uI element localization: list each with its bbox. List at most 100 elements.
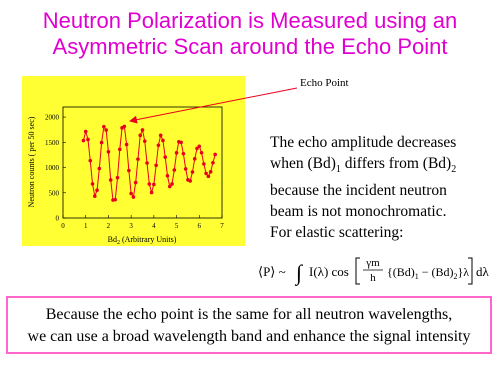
data-point	[174, 151, 179, 155]
data-point	[170, 182, 174, 186]
data-point	[199, 150, 204, 155]
data-point	[140, 128, 145, 132]
x-label-part: Bd	[108, 235, 117, 244]
subscript: 2	[451, 164, 457, 176]
data-point	[197, 144, 202, 149]
summary-line: we can use a broad wavelength band and e…	[27, 328, 471, 345]
data-point	[208, 170, 213, 174]
x-label-sub: 2	[117, 240, 120, 246]
data-point	[81, 138, 86, 143]
x-tick-label: 7	[220, 222, 224, 230]
data-point	[83, 129, 88, 134]
paragraph: The echo amplitude decreases when (Bd)1 …	[270, 132, 456, 243]
data-point	[115, 175, 120, 180]
text: differs from (Bd)	[340, 155, 452, 172]
text: when (Bd)	[270, 155, 336, 172]
formula-part: − (Bd)	[419, 265, 454, 279]
data-point	[145, 161, 149, 165]
y-axis-label: Neutron counts ( per 50 sec)	[27, 116, 36, 207]
data-point	[97, 166, 102, 171]
annotation: Echo Point	[300, 77, 349, 89]
data-point	[88, 158, 93, 163]
y-tick-label: 500	[49, 189, 60, 197]
y-tick-label: 2000	[45, 114, 60, 122]
y-tick-label: 0	[56, 215, 60, 223]
data-point	[124, 142, 129, 147]
formula-integrand: I(λ) cos	[309, 264, 349, 279]
data-point	[93, 194, 97, 198]
x-tick-label: 3	[129, 222, 133, 230]
x-tick-label: 4	[152, 222, 156, 230]
data-point	[206, 174, 211, 179]
data-point	[117, 147, 122, 152]
chart: Bd2 (Arbitrary Units) Neutron counts ( p…	[22, 76, 490, 286]
paragraph-line: The echo amplitude decreases	[270, 134, 457, 151]
data-point	[108, 178, 113, 182]
data-point	[95, 188, 99, 192]
formula-sub: 1	[415, 272, 419, 281]
data-point	[165, 173, 170, 178]
data-point	[188, 179, 192, 183]
data-point	[167, 184, 172, 189]
formula-sub: 2	[454, 272, 458, 281]
data-point	[211, 160, 215, 165]
data-point	[86, 137, 90, 142]
data-point	[179, 140, 183, 145]
data-point	[142, 139, 147, 143]
x-tick-label: 2	[107, 222, 111, 230]
data-point	[127, 168, 131, 173]
data-point	[131, 195, 136, 199]
x-label-part: (Arbitrary Units)	[120, 235, 177, 244]
data-point	[113, 197, 118, 202]
formula-integral: ∫	[294, 260, 304, 286]
data-point	[156, 143, 161, 148]
x-tick-label: 6	[198, 222, 202, 230]
x-tick-label: 5	[175, 222, 179, 230]
subscript: 1	[335, 164, 341, 176]
data-point	[163, 155, 168, 159]
summary-line: Because the echo point is the same for a…	[45, 306, 453, 323]
data-point	[104, 128, 108, 132]
title-line: Neutron Polarization is Measured using a…	[42, 8, 458, 33]
paragraph-line: beam is not monochromatic.	[270, 203, 447, 221]
data-point	[161, 138, 165, 143]
data-point	[181, 151, 186, 156]
data-point	[195, 146, 199, 151]
data-point	[204, 171, 208, 176]
formula: ⟨P⟩ ~ ∫ I(λ) cos γm h {(Bd)1 − (Bd)2}λ d…	[258, 257, 490, 286]
formula-numerator: γm	[365, 257, 380, 269]
data-point	[154, 163, 158, 168]
data-point	[133, 180, 138, 185]
x-axis-label: Bd2 (Arbitrary Units)	[108, 235, 177, 246]
formula-denominator: h	[370, 272, 376, 284]
data-point	[172, 168, 177, 172]
formula-part: {(Bd)	[387, 265, 415, 279]
formula-tail: dλ	[476, 264, 490, 279]
data-point	[183, 167, 188, 171]
data-point	[149, 190, 154, 195]
data-point	[152, 182, 156, 187]
data-point	[213, 152, 217, 157]
paragraph-line: For elastic scattering:	[270, 224, 404, 242]
y-tick-label: 1000	[45, 164, 60, 172]
annotation-arrow	[129, 87, 298, 124]
y-tick-label: 1500	[45, 139, 60, 147]
formula-lhs: ⟨P⟩ ~	[258, 264, 286, 279]
x-tick-label: 0	[61, 222, 65, 230]
slide-title: Neutron Polarization is Measured using a…	[0, 8, 500, 60]
data-point	[202, 162, 206, 166]
data-point	[158, 133, 163, 138]
paragraph-line: because the incident neutron	[270, 182, 447, 200]
paragraph-line: when (Bd)1 differs from (Bd)2	[270, 153, 456, 180]
formula-bracket: {(Bd)1 − (Bd)2}λ	[387, 265, 469, 281]
data-point	[147, 182, 152, 186]
summary-box: Because the echo point is the same for a…	[6, 296, 492, 354]
x-tick-label: 1	[84, 222, 88, 230]
data-point	[192, 157, 197, 161]
data-point	[102, 124, 106, 129]
data-point	[129, 191, 133, 196]
plot-frame	[62, 106, 223, 219]
formula-part: }λ	[458, 265, 470, 279]
formula-brackets	[355, 257, 473, 285]
